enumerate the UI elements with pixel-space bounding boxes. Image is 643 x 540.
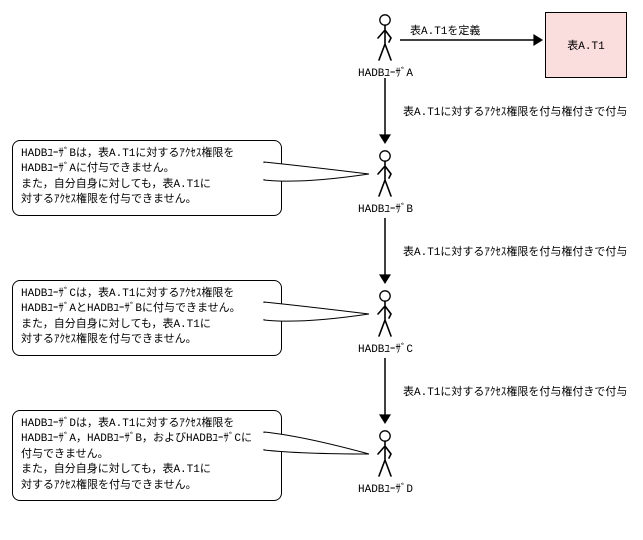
callout-line: また，自分自身に対しても，表A.T1に xyxy=(21,318,273,333)
define-arrow-label: 表A.T1を定義 xyxy=(410,22,480,38)
table-box: 表A.T1 xyxy=(545,12,627,78)
edge-label: 表A.T1に対するｱｸｾｽ権限を付与権付きで付与 xyxy=(403,383,627,399)
person-label: HADBﾕｰｻﾞC xyxy=(358,340,413,356)
person-label: HADBﾕｰｻﾞA xyxy=(358,64,413,80)
callout-box: HADBﾕｰｻﾞBは，表A.T1に対するｱｸｾｽ権限をHADBﾕｰｻﾞAに付与で… xyxy=(12,140,282,216)
person-icon xyxy=(373,150,397,198)
callout-line: 対するｱｸｾｽ権限を付与できません。 xyxy=(21,479,273,494)
callout-line: また，自分自身に対しても，表A.T1に xyxy=(21,178,273,193)
callout-line: HADBﾕｰｻﾞDは，表A.T1に対するｱｸｾｽ権限を xyxy=(21,417,273,432)
diagram-canvas: 表A.T1 表A.T1を定義 HADBﾕｰｻﾞA HADBﾕｰｻﾞB HADBﾕ… xyxy=(10,10,633,530)
edge-label: 表A.T1に対するｱｸｾｽ権限を付与権付きで付与 xyxy=(403,103,627,119)
callout-line: HADBﾕｰｻﾞA，HADBﾕｰｻﾞB，およびHADBﾕｰｻﾞCに xyxy=(21,432,273,447)
person-icon xyxy=(373,430,397,478)
callout-box: HADBﾕｰｻﾞDは，表A.T1に対するｱｸｾｽ権限をHADBﾕｰｻﾞA，HAD… xyxy=(12,410,282,501)
person-icon xyxy=(373,290,397,338)
callout-line: HADBﾕｰｻﾞAに付与できません。 xyxy=(21,162,273,177)
callout-line: HADBﾕｰｻﾞBは，表A.T1に対するｱｸｾｽ権限を xyxy=(21,147,273,162)
callout-box: HADBﾕｰｻﾞCは，表A.T1に対するｱｸｾｽ権限をHADBﾕｰｻﾞAとHAD… xyxy=(12,280,282,356)
person-label: HADBﾕｰｻﾞD xyxy=(358,480,413,496)
callout-line: 対するｱｸｾｽ権限を付与できません。 xyxy=(21,333,273,348)
table-label: 表A.T1 xyxy=(567,37,604,53)
edge-label: 表A.T1に対するｱｸｾｽ権限を付与権付きで付与 xyxy=(403,243,627,259)
callout-line: また，自分自身に対しても，表A.T1に xyxy=(21,463,273,478)
callout-line: 付与できません。 xyxy=(21,448,273,463)
callout-line: HADBﾕｰｻﾞCは，表A.T1に対するｱｸｾｽ権限を xyxy=(21,287,273,302)
callout-line: 対するｱｸｾｽ権限を付与できません。 xyxy=(21,193,273,208)
person-label: HADBﾕｰｻﾞB xyxy=(358,200,413,216)
callout-line: HADBﾕｰｻﾞAとHADBﾕｰｻﾞBに付与できません。 xyxy=(21,302,273,317)
person-icon xyxy=(373,14,397,62)
